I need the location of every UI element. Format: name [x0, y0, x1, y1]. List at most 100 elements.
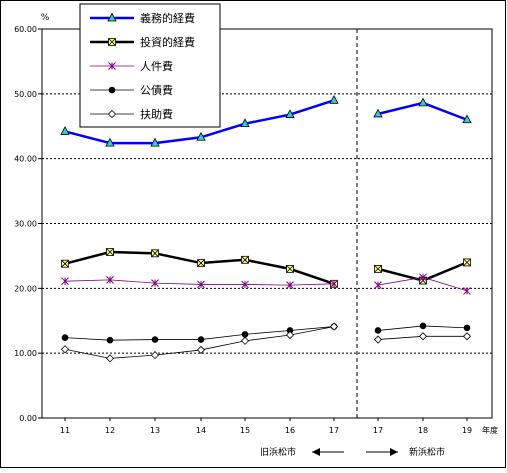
data-point: [197, 280, 205, 289]
y-unit-label: %: [41, 13, 50, 23]
x-tick-label: 11: [60, 426, 70, 435]
data-point: [418, 97, 428, 107]
x-tick-label: 16: [285, 426, 295, 435]
x-tick-label: 12: [105, 426, 115, 435]
data-point: [330, 279, 338, 288]
data-point: [61, 277, 69, 286]
data-point: [150, 137, 160, 147]
data-point: [240, 336, 250, 345]
y-tick-label: 10.00: [14, 349, 37, 358]
data-point: [197, 336, 205, 343]
data-point: [240, 118, 250, 128]
group-label-new: 新浜松市: [409, 446, 445, 458]
y-tick-label: 50.00: [14, 90, 37, 99]
marker-cross: [241, 256, 249, 264]
series-layer: [60, 94, 472, 363]
data-point: [61, 334, 69, 341]
y-tick-label: 30.00: [14, 220, 37, 229]
marker-cross: [151, 249, 159, 258]
legend-label: 扶助費: [140, 107, 173, 121]
marker-cross: [374, 265, 382, 273]
x-tick-label: 17: [329, 426, 339, 435]
marker-cross: [286, 265, 294, 273]
data-point: [285, 330, 295, 340]
marker-cross: [106, 248, 114, 256]
marker-cross: [61, 259, 69, 268]
y-tick-label: 40.00: [14, 155, 37, 164]
data-point: [150, 351, 160, 360]
legend-label: 人件費: [140, 59, 173, 73]
data-point: [60, 345, 70, 354]
x-tick-label: 17: [373, 426, 383, 435]
legend-label: 義務的経費: [140, 11, 195, 25]
data-point: [374, 327, 382, 334]
data-point: [373, 335, 383, 344]
legend-swatch-marker: [108, 38, 116, 46]
data-point: [106, 336, 114, 344]
data-point: [106, 248, 114, 256]
data-point: [462, 332, 472, 341]
data-point: [151, 279, 159, 288]
x-tick-label: 13: [150, 426, 160, 435]
data-point: [463, 324, 471, 332]
data-point: [463, 258, 471, 267]
arrow-left-icon: [312, 448, 320, 456]
group-label-old: 旧浜松市: [260, 446, 296, 458]
legend-swatch-marker: [107, 12, 117, 22]
y-tick-label: 20.00: [14, 284, 37, 293]
data-point: [105, 137, 115, 147]
data-point: [60, 126, 70, 135]
data-point: [196, 131, 206, 141]
y-axis: 0.00 10.00 20.00 30.00 40.00 50.00 60.00%: [14, 13, 50, 423]
x-unit-label: 年度: [482, 425, 498, 435]
legend-label: 投資的経費: [140, 35, 195, 49]
marker-cross: [463, 258, 471, 267]
data-point: [419, 273, 427, 282]
series-3: [61, 273, 471, 295]
data-point: [196, 345, 206, 354]
data-point: [285, 109, 295, 118]
legend-label: 公債費: [140, 83, 173, 97]
data-point: [106, 276, 114, 284]
arrow-right-icon: [390, 448, 398, 456]
y-tick-label: 0.00: [19, 414, 37, 423]
series-4: [61, 322, 471, 344]
marker-cross: [108, 38, 116, 46]
data-point: [462, 114, 472, 124]
series-1: [60, 94, 472, 147]
data-point: [151, 249, 159, 258]
data-point: [463, 287, 471, 295]
data-point: [286, 264, 294, 273]
data-point: [61, 259, 69, 268]
legend-swatch-marker: [108, 86, 116, 94]
x-tick-label: 19: [462, 426, 472, 435]
data-point: [241, 255, 249, 264]
data-point: [241, 280, 249, 289]
x-tick-label: 15: [240, 426, 250, 435]
data-point: [374, 281, 382, 289]
marker-cross: [197, 259, 205, 267]
data-point: [241, 331, 249, 338]
legend-swatch-marker: [108, 62, 116, 70]
data-point: [329, 94, 339, 104]
series-5: [60, 322, 472, 363]
data-point: [286, 281, 294, 289]
series-2: [61, 248, 471, 288]
data-point: [374, 264, 382, 273]
data-point: [419, 322, 427, 330]
gridlines: [42, 29, 492, 418]
data-point: [373, 108, 383, 118]
data-point: [418, 332, 428, 341]
data-point: [329, 322, 339, 331]
x-tick-label: 14: [196, 426, 206, 435]
data-point: [105, 354, 115, 363]
y-tick-label: 60.00: [14, 25, 37, 34]
data-point: [151, 336, 159, 343]
data-point: [197, 259, 205, 267]
x-tick-label: 18: [418, 426, 428, 435]
legend-box: [79, 3, 221, 128]
